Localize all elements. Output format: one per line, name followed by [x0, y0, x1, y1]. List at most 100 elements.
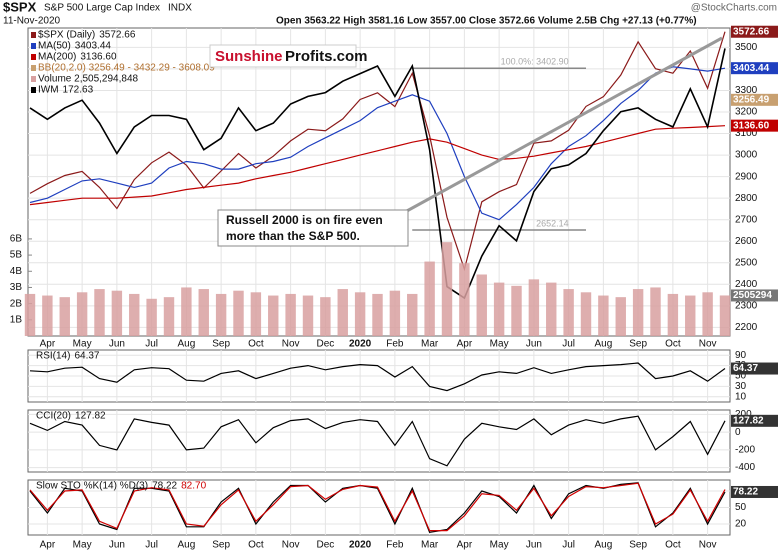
volume-bar — [163, 297, 175, 336]
logo-sunshine: Sunshine — [215, 48, 283, 65]
date: 11-Nov-2020 — [3, 16, 61, 27]
legend-text: $SPX (Daily) — [38, 30, 95, 41]
logo-box — [209, 44, 357, 68]
x-tick-label: May — [73, 540, 92, 551]
value-tag-label: 78.22 — [733, 487, 758, 498]
index-name: S&P 500 Large Cap Index — [44, 3, 160, 14]
x-tick-label: Mar — [421, 339, 439, 350]
y-tick-label: 30 — [735, 381, 747, 392]
cci-panel — [27, 409, 731, 473]
volume-bar — [268, 295, 279, 336]
y-tick-label: 10 — [735, 391, 747, 402]
x-tick-label: Oct — [248, 540, 264, 551]
x-tick-label: Apr — [457, 540, 473, 551]
level-label: 2652.14 — [536, 218, 569, 228]
volume-bar — [337, 289, 348, 336]
volume-bar — [493, 282, 505, 336]
y-tick-label: 2600 — [735, 236, 758, 247]
legend-text: BB(20,2.0) 3256.49 - 3432.29 - 3608.09 — [38, 63, 215, 74]
y-tick-label: 50 — [735, 371, 747, 382]
y-tick-label: 2800 — [735, 193, 758, 204]
y-tick-label: 6B — [10, 234, 23, 245]
legend-swatch — [31, 43, 36, 49]
volume-bar — [528, 279, 540, 336]
volume-bar — [111, 290, 123, 336]
x-tick-label: Jun — [109, 339, 125, 350]
value-tag — [731, 289, 778, 302]
value-tag-label: 2505294 — [733, 290, 772, 301]
volume-bar — [250, 292, 262, 336]
y-tick-label: -400 — [735, 462, 755, 473]
x-tick-label: May — [490, 540, 509, 551]
legend-text: 3403.44 — [75, 41, 112, 52]
x-tick-label: Sep — [629, 540, 647, 551]
y-tick-label: 2700 — [735, 214, 758, 225]
volume-bar — [389, 290, 401, 336]
series-line — [29, 48, 726, 300]
legend-text: 78.22 — [152, 481, 177, 492]
volume-bar — [650, 287, 661, 336]
value-tag-label: 3403.44 — [733, 63, 770, 74]
x-tick-label: Jul — [562, 339, 575, 350]
value-tag-label: 3572.66 — [733, 26, 770, 37]
callout-line: more than the S&P 500. — [226, 229, 360, 243]
exchange: INDX — [168, 3, 192, 14]
x-tick-label: Aug — [594, 339, 612, 350]
x-tick-label: Nov — [282, 339, 300, 350]
x-tick-label: Sep — [212, 339, 230, 350]
volume-bar — [198, 289, 209, 336]
x-tick-label: Jul — [562, 540, 575, 551]
y-tick-label: 2900 — [735, 171, 758, 182]
volume-bar — [320, 297, 331, 336]
x-tick-label: Sep — [212, 540, 230, 551]
legend-swatch — [31, 87, 36, 93]
volume-bar — [580, 292, 592, 336]
legend-text: 127.82 — [75, 411, 106, 422]
volume-bar — [685, 295, 696, 336]
x-tick-label: Sep — [629, 339, 647, 350]
value-tag — [731, 362, 778, 375]
y-tick-label: 1B — [10, 314, 23, 325]
level-label: 100.0%: 3402.90 — [501, 57, 569, 67]
x-tick-label: Feb — [386, 540, 404, 551]
x-tick-label: Aug — [177, 339, 195, 350]
value-tag-label: 127.82 — [733, 415, 764, 426]
x-tick-label: 2020 — [349, 339, 372, 350]
series-line — [29, 125, 726, 206]
x-tick-label: May — [490, 339, 509, 350]
volume-bar — [285, 293, 296, 336]
volume-bar — [719, 295, 731, 336]
value-tag-label: 3256.49 — [733, 94, 770, 105]
y-tick-label: 5B — [10, 250, 23, 261]
volume-bar — [598, 295, 609, 336]
symbol: $SPX — [3, 0, 37, 14]
y-tick-label: 3300 — [735, 85, 758, 96]
volume-bar — [702, 292, 713, 336]
volume-bar — [424, 261, 435, 336]
x-tick-label: Apr — [457, 339, 473, 350]
logo-profits: Profits.com — [285, 48, 368, 65]
plot-layer: Apr May Jun Jul Aug Sep Oct Nov Dec 2020 Feb Mar Apr… — [10, 25, 778, 551]
legend-swatch — [31, 54, 36, 60]
x-tick-label: Apr — [40, 339, 56, 350]
x-tick-label: Oct — [665, 540, 681, 551]
y-tick-label: 2400 — [735, 279, 758, 290]
volume-bar — [632, 289, 644, 336]
legend-text: 3572.66 — [99, 30, 136, 41]
pointer-line — [404, 36, 723, 214]
legend-swatch — [31, 76, 36, 82]
legend-text: RSI(14) — [36, 351, 70, 362]
series-line — [29, 415, 726, 467]
volume-bar — [181, 287, 192, 336]
x-tick-label: Nov — [699, 339, 717, 350]
volume-bar — [215, 293, 227, 336]
x-tick-label: Dec — [316, 339, 334, 350]
callout-line: Russell 2000 is on fire even — [226, 213, 383, 227]
volume-bar — [563, 289, 574, 336]
legend-text: 3136.60 — [80, 52, 117, 63]
x-tick-label: Jun — [526, 339, 542, 350]
x-tick-label: Aug — [594, 540, 612, 551]
y-tick-label: 2300 — [735, 300, 758, 311]
x-tick-label: Jun — [109, 540, 125, 551]
legend-swatch — [31, 65, 36, 71]
